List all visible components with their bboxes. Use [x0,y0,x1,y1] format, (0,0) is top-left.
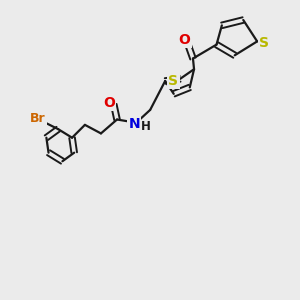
Text: N: N [128,117,140,131]
Text: S: S [168,74,178,88]
Text: O: O [103,95,115,110]
Text: O: O [179,32,190,46]
Text: Br: Br [30,112,46,125]
Text: S: S [259,36,269,50]
Text: H: H [141,120,151,133]
